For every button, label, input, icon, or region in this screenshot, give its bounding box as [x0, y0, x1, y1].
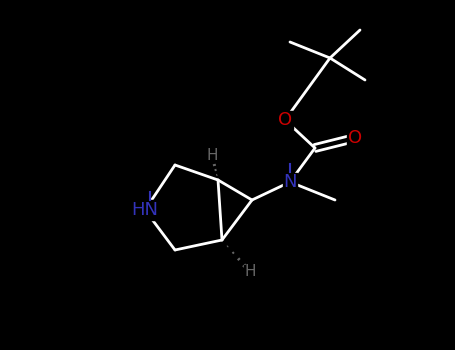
- Text: N: N: [283, 173, 297, 191]
- Text: O: O: [348, 129, 362, 147]
- Text: HN: HN: [131, 201, 158, 219]
- Text: H: H: [206, 147, 218, 162]
- Text: O: O: [278, 111, 292, 129]
- Bar: [347, 129, 363, 147]
- Bar: [283, 173, 297, 191]
- Bar: [131, 200, 159, 220]
- Bar: [277, 111, 293, 129]
- Bar: [244, 265, 256, 279]
- Bar: [206, 148, 218, 162]
- Text: H: H: [244, 265, 256, 280]
